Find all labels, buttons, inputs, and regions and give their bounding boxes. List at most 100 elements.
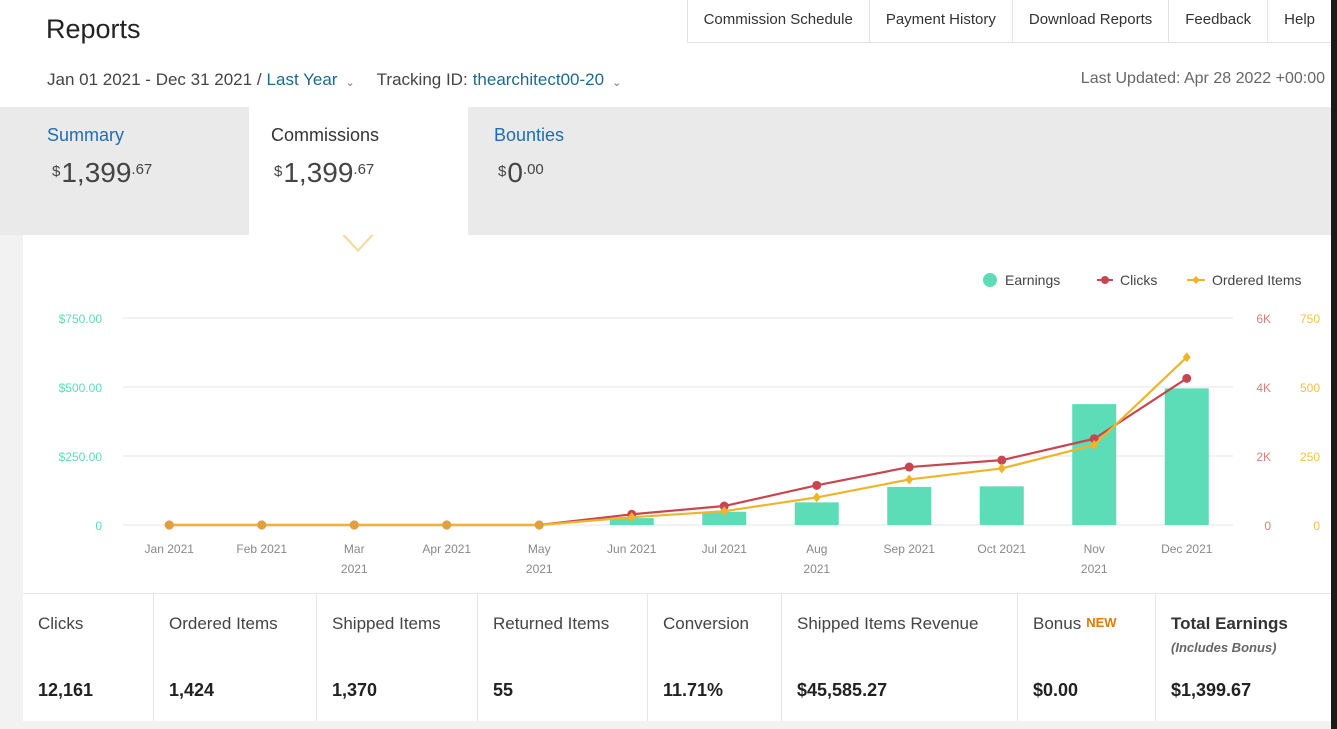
- x-tick-label: Jul 2021: [702, 542, 748, 556]
- stat-label: Clicks: [38, 614, 84, 633]
- last-updated: Last Updated: Apr 28 2022 +00:00: [1080, 70, 1325, 87]
- y-right-clicks-tick-label: 4K: [1256, 381, 1271, 395]
- bounties-amount: $0.00: [498, 157, 544, 188]
- y-right-items-tick-label: 500: [1300, 381, 1320, 395]
- y-left-tick-label: $750.00: [59, 312, 103, 326]
- tab-commissions-label: Commissions: [271, 125, 380, 145]
- top-nav: Commission Schedule Payment History Down…: [686, 0, 1331, 43]
- stat-clicks: Clicks 12,161: [23, 594, 154, 722]
- legend-items-swatch: [1192, 276, 1200, 284]
- nav-download-reports[interactable]: Download Reports: [1011, 0, 1169, 43]
- tab-summary[interactable]: Summary $1,399.67: [47, 107, 247, 235]
- ordered-items-point: [720, 506, 729, 517]
- ordered-items-point: [257, 520, 267, 530]
- ordered-items-point: [442, 520, 452, 530]
- nav-payment-history[interactable]: Payment History: [868, 0, 1012, 43]
- date-range-dropdown[interactable]: Last Year: [266, 70, 338, 89]
- stat-ordered-items: Ordered Items 1,424: [154, 594, 317, 722]
- tracking-id-dropdown[interactable]: thearchitect00-20: [472, 70, 605, 89]
- ordered-items-point: [164, 520, 174, 530]
- ordered-items-point: [1090, 439, 1099, 450]
- x-tick-label: Oct 2021: [977, 542, 1026, 556]
- x-tick-label: Jan 2021: [145, 542, 195, 556]
- tab-commissions[interactable]: Commissions $1,399.67: [249, 107, 468, 235]
- page-title: Reports: [46, 14, 141, 44]
- chevron-down-icon[interactable]: ⌄: [612, 76, 622, 89]
- nav-commission-schedule[interactable]: Commission Schedule: [686, 0, 869, 43]
- summary-amount: $1,399.67: [52, 157, 153, 188]
- ordered-items-point: [349, 520, 359, 530]
- x-tick-label: Apr 2021: [422, 542, 471, 556]
- chevron-down-icon[interactable]: ⌄: [345, 76, 355, 89]
- x-tick-label: Feb 2021: [236, 542, 287, 556]
- y-right-clicks-tick-label: 2K: [1256, 450, 1271, 464]
- ordered-items-point: [534, 520, 544, 530]
- commissions-amount: $1,399.67: [274, 157, 375, 188]
- clicks-point: [1089, 434, 1099, 444]
- stat-sublabel: (Includes Bonus): [1171, 640, 1277, 655]
- earnings-chart: 0 $250.00 $500.00 $750.00 0 2K 4K 6K 0 250 500 750 J…: [59, 272, 1321, 576]
- x-tick-label: 2021: [803, 562, 830, 576]
- date-range-text: Jan 01 2021 - Dec 31 2021 /: [47, 70, 262, 89]
- stats-bar: Clicks 12,161 Ordered Items 1,424 Shippe…: [23, 593, 1331, 722]
- stat-value: $0.00: [1033, 680, 1079, 700]
- clicks-point: [719, 501, 729, 511]
- stat-value: 55: [493, 680, 514, 700]
- y-left-tick-label: 0: [95, 519, 102, 533]
- y-right-clicks-tick-label: 6K: [1256, 312, 1271, 326]
- nav-feedback[interactable]: Feedback: [1168, 0, 1268, 43]
- tab-bounties[interactable]: Bounties $0.00: [494, 107, 694, 235]
- clicks-point: [997, 455, 1007, 465]
- stat-shipped-items: Shipped Items 1,370: [317, 594, 478, 722]
- ordered-items-point: [905, 474, 914, 485]
- report-tabs: Summary $1,399.67 Commissions $1,399.67 …: [0, 107, 1331, 235]
- y-right-items-tick-label: 250: [1300, 450, 1320, 464]
- new-badge: NEW: [1086, 615, 1117, 630]
- x-tick-label: Sep 2021: [884, 542, 936, 556]
- clicks-point: [812, 480, 822, 490]
- nav-help[interactable]: Help: [1267, 0, 1331, 43]
- stat-returned-items: Returned Items 55: [478, 594, 648, 722]
- tab-bounties-label: Bounties: [494, 125, 565, 145]
- earnings-bar: [1072, 404, 1117, 525]
- tab-summary-label: Summary: [47, 125, 125, 145]
- stat-total-earnings: Total Earnings (Includes Bonus) $1,399.6…: [1156, 594, 1331, 722]
- y-left-tick-label: $500.00: [59, 381, 103, 395]
- legend-clicks-label: Clicks: [1120, 272, 1157, 288]
- x-tick-label: May: [528, 542, 551, 556]
- earnings-bar: [887, 486, 932, 525]
- stat-shipped-revenue: Shipped Items Revenue $45,585.27: [782, 594, 1018, 722]
- x-tick-label: Dec 2021: [1161, 542, 1213, 556]
- stat-value: 1,424: [169, 680, 215, 700]
- stat-value: 12,161: [38, 680, 94, 700]
- stat-label: Ordered Items: [169, 614, 278, 633]
- stat-label: Bonus NEW: [1033, 614, 1117, 633]
- report-header: Reports Commission Schedule Payment Hist…: [0, 0, 1331, 107]
- y-right-items-tick-label: 0: [1313, 519, 1320, 533]
- x-tick-label: Nov: [1084, 542, 1105, 556]
- x-tick-label: Aug: [806, 542, 827, 556]
- y-left-tick-label: $250.00: [59, 450, 103, 464]
- x-tick-label: 2021: [1081, 562, 1108, 576]
- stat-label: Conversion: [663, 614, 749, 633]
- y-right-items-tick-label: 750: [1300, 312, 1320, 326]
- ordered-items-point: [997, 463, 1006, 474]
- ordered-items-point: [812, 492, 821, 503]
- x-tick-label: Jun 2021: [607, 542, 657, 556]
- stat-label: Total Earnings: [1171, 614, 1288, 633]
- stat-label: Returned Items: [493, 614, 610, 633]
- legend-earnings-swatch: [983, 273, 997, 287]
- stat-conversion: Conversion 11.71%: [648, 594, 782, 722]
- legend-clicks-swatch: [1101, 276, 1109, 284]
- stat-label: Shipped Items Revenue: [797, 614, 979, 633]
- tracking-id-label: Tracking ID:: [376, 70, 468, 89]
- x-tick-label: 2021: [341, 562, 368, 576]
- y-right-clicks-tick-label: 0: [1264, 519, 1271, 533]
- x-tick-label: 2021: [526, 562, 553, 576]
- ordered-items-point: [1182, 352, 1191, 363]
- legend-items-label: Ordered Items: [1212, 272, 1301, 288]
- stat-bonus: Bonus NEW $0.00: [1018, 594, 1156, 722]
- stat-value: 11.71%: [663, 680, 724, 700]
- stat-value: 1,370: [332, 680, 378, 700]
